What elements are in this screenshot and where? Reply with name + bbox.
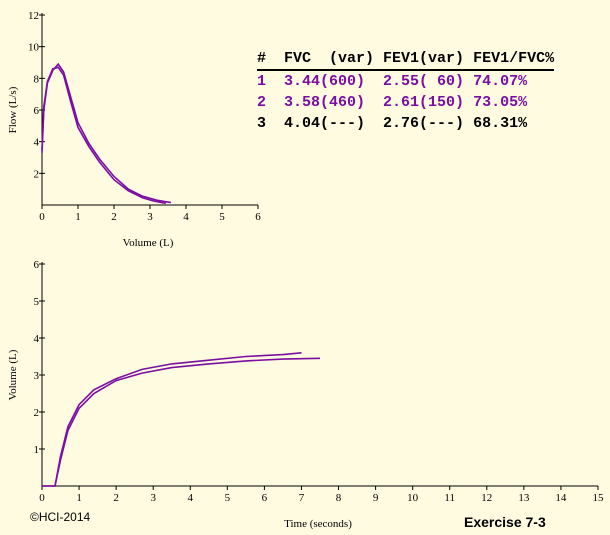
flow-volume-x-tick-label: 6 [255,211,261,223]
flow-volume-x-tick-label: 2 [111,211,117,223]
flow-volume-y-tick-label: 2 [34,168,40,180]
volume-time-x-tick-label: 11 [444,492,455,504]
volume-time-x-tick-label: 2 [113,492,119,504]
flow-volume-series-2-line [41,62,172,204]
volume-time-x-axis-label: Time (seconds) [284,518,352,530]
volume-time-x-tick-label: 9 [373,492,379,504]
table-cell: 2.55( 60) [383,73,474,90]
volume-time-y-tick-label: 4 [34,333,40,345]
flow-volume-x-tick-label: 3 [147,211,153,223]
volume-time-series-1-line [42,352,302,487]
volume-time-x-tick-label: 0 [39,492,45,504]
table-row: 2 3.58(460) 2.61(150) 73.05% [257,92,554,113]
volume-time-x-tick-label: 1 [76,492,82,504]
flow-volume-y-tick-label: 10 [28,42,40,54]
flow-volume-x-tick-label: 4 [183,211,189,223]
volume-time-x-tick-label: 8 [336,492,342,504]
table-cell: 3.44(600) [284,73,384,90]
volume-time-x-tick-label: 12 [481,492,492,504]
volume-time-x-tick-label: 3 [150,492,156,504]
volume-time-y-tick-label: 1 [34,444,40,456]
flow-volume-y-tick-label: 6 [34,105,40,117]
flow-volume-y-tick-label: 4 [34,137,40,149]
table-header-cell: FVC (var) [284,50,384,67]
table-header-cell: FEV1/FVC% [473,50,555,67]
copyright-text: ©HCI-2014 [30,510,91,524]
volume-time-x-tick-label: 13 [518,492,530,504]
results-table: # FVC (var) FEV1(var) FEV1/FVC% 1 3.44(60… [257,48,555,134]
table-cell: 2.76(---) [383,115,474,132]
flow-volume-y-tick-label: 8 [34,73,40,85]
volume-time-x-tick-label: 6 [262,492,268,504]
volume-time-y-tick-label: 6 [34,259,40,271]
table-cell: 74.07% [473,73,555,90]
table-header-cell: # [257,50,285,67]
flow-volume-y-tick-label: 12 [28,10,39,22]
volume-time-x-tick-label: 7 [299,492,305,504]
table-cell: 2 [257,94,285,111]
table-cell: 2.61(150) [383,94,474,111]
volume-time-y-tick-label: 3 [34,370,40,382]
table-cell: 3 [257,115,285,132]
flow-volume-x-tick-label: 0 [39,211,45,223]
volume-time-y-tick-label: 5 [34,296,40,308]
table-row: 3 4.04(---) 2.76(---) 68.31% [257,113,554,134]
table-cell: 1 [257,73,285,90]
table-cell: 68.31% [473,115,555,132]
table-header-cell: FEV1(var) [383,50,474,67]
volume-time-x-tick-label: 14 [555,492,567,504]
table-row: 1 3.44(600) 2.55( 60) 74.07% [257,71,554,92]
flow-volume-y-axis-label: Flow (L/s) [7,86,19,133]
volume-time-x-tick-label: 10 [407,492,419,504]
volume-time-x-tick-label: 5 [225,492,231,504]
volume-time-y-tick-label: 2 [34,407,40,419]
table-cell: 73.05% [473,94,555,111]
flow-volume-series-1-line [41,66,166,205]
exercise-label: Exercise 7-3 [464,514,546,530]
flow-volume-x-tick-label: 5 [219,211,225,223]
volume-time-y-axis-label: Volume (L) [7,349,19,400]
volume-time-x-tick-label: 4 [188,492,194,504]
table-cell: 4.04(---) [284,115,384,132]
volume-time-series-2-line [42,357,321,487]
flow-volume-x-axis-label: Volume (L) [123,237,174,249]
table-header: # FVC (var) FEV1(var) FEV1/FVC% [257,48,555,71]
flow-volume-x-tick-label: 1 [75,211,81,223]
table-cell: 3.58(460) [284,94,384,111]
volume-time-x-tick-label: 15 [593,492,605,504]
